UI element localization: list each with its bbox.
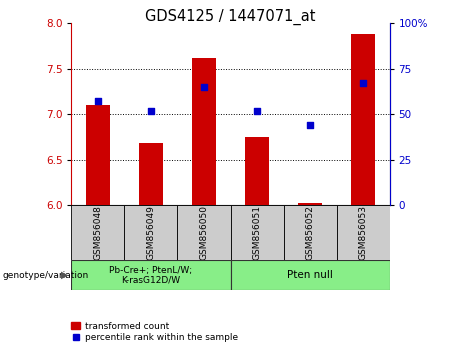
Text: genotype/variation: genotype/variation <box>2 271 89 280</box>
Bar <box>230 205 284 260</box>
Text: GSM856050: GSM856050 <box>200 205 208 260</box>
Point <box>359 80 366 86</box>
Bar <box>71 260 230 290</box>
Bar <box>337 205 390 260</box>
Text: GSM856053: GSM856053 <box>359 205 367 260</box>
Point <box>148 108 155 113</box>
Text: Pten null: Pten null <box>287 270 333 280</box>
Bar <box>192 58 216 205</box>
Bar <box>298 204 322 205</box>
Bar <box>124 205 177 260</box>
Point <box>254 108 261 113</box>
Text: Pb-Cre+; PtenL/W;
K-rasG12D/W: Pb-Cre+; PtenL/W; K-rasG12D/W <box>109 266 193 285</box>
Text: GSM856051: GSM856051 <box>253 205 261 260</box>
Legend: transformed count, percentile rank within the sample: transformed count, percentile rank withi… <box>71 322 238 342</box>
Point <box>200 84 207 90</box>
Bar <box>230 260 390 290</box>
Bar <box>351 34 375 205</box>
Bar <box>245 137 269 205</box>
Bar <box>177 205 230 260</box>
Text: GSM856049: GSM856049 <box>147 205 155 260</box>
Text: ▶: ▶ <box>61 270 68 280</box>
Text: GSM856052: GSM856052 <box>306 205 314 260</box>
Bar <box>71 205 124 260</box>
Bar <box>284 205 337 260</box>
Bar <box>86 105 110 205</box>
Point <box>306 122 313 128</box>
Text: GDS4125 / 1447071_at: GDS4125 / 1447071_at <box>145 9 316 25</box>
Point <box>94 98 101 104</box>
Bar <box>139 143 163 205</box>
Text: GSM856048: GSM856048 <box>94 205 102 260</box>
